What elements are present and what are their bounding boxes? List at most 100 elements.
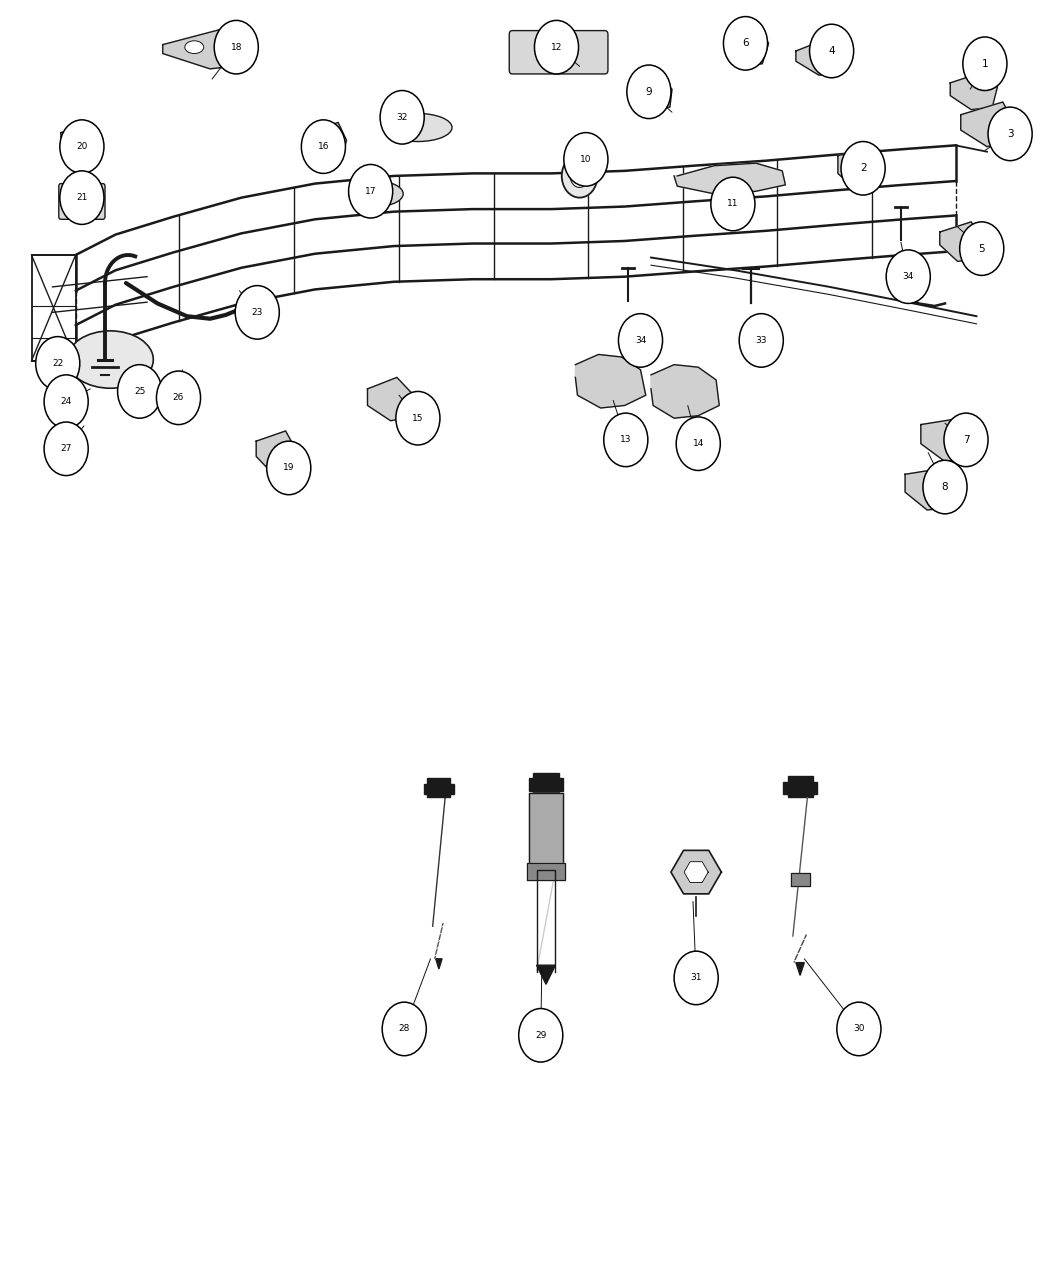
Text: 4: 4	[828, 46, 835, 56]
Text: 34: 34	[903, 272, 914, 282]
Circle shape	[60, 171, 104, 224]
Polygon shape	[788, 776, 813, 797]
Text: 25: 25	[134, 386, 145, 397]
Polygon shape	[905, 468, 956, 510]
Circle shape	[711, 177, 755, 231]
Text: 18: 18	[231, 42, 242, 52]
Polygon shape	[433, 797, 445, 927]
Circle shape	[841, 142, 885, 195]
Text: 19: 19	[284, 463, 294, 473]
Polygon shape	[537, 965, 555, 984]
Polygon shape	[838, 148, 884, 190]
Circle shape	[739, 314, 783, 367]
Polygon shape	[427, 778, 450, 797]
Text: 29: 29	[536, 1030, 546, 1040]
Ellipse shape	[384, 113, 453, 142]
Circle shape	[810, 24, 854, 78]
Polygon shape	[529, 793, 563, 870]
Circle shape	[301, 120, 345, 173]
Polygon shape	[368, 377, 414, 421]
Polygon shape	[310, 122, 347, 162]
Text: 33: 33	[756, 335, 766, 346]
Polygon shape	[256, 431, 296, 472]
Circle shape	[837, 1002, 881, 1056]
Polygon shape	[635, 74, 672, 110]
Text: 11: 11	[728, 199, 738, 209]
Ellipse shape	[185, 41, 204, 54]
Text: 24: 24	[61, 397, 71, 407]
Circle shape	[235, 286, 279, 339]
Text: 26: 26	[173, 393, 184, 403]
Text: 1: 1	[982, 59, 988, 69]
Text: 7: 7	[963, 435, 969, 445]
Polygon shape	[163, 28, 239, 69]
Circle shape	[44, 422, 88, 476]
Polygon shape	[436, 959, 442, 969]
Circle shape	[349, 164, 393, 218]
Text: 16: 16	[318, 142, 329, 152]
Circle shape	[67, 196, 76, 207]
Circle shape	[60, 120, 104, 173]
Text: 10: 10	[581, 154, 591, 164]
Polygon shape	[794, 935, 806, 963]
Circle shape	[267, 441, 311, 495]
Polygon shape	[435, 923, 443, 959]
Text: 2: 2	[860, 163, 866, 173]
Circle shape	[156, 371, 201, 425]
FancyBboxPatch shape	[59, 184, 105, 219]
Text: 22: 22	[52, 358, 63, 368]
Text: 15: 15	[413, 413, 423, 423]
Polygon shape	[728, 28, 769, 66]
Polygon shape	[940, 222, 982, 261]
Circle shape	[36, 337, 80, 390]
Text: 9: 9	[646, 87, 652, 97]
Circle shape	[382, 1002, 426, 1056]
Circle shape	[618, 314, 663, 367]
Polygon shape	[529, 778, 563, 790]
Circle shape	[627, 65, 671, 119]
Text: 14: 14	[693, 439, 704, 449]
Circle shape	[963, 37, 1007, 91]
Polygon shape	[533, 773, 559, 793]
Circle shape	[519, 1009, 563, 1062]
Polygon shape	[796, 963, 804, 975]
Circle shape	[534, 20, 579, 74]
Text: 13: 13	[621, 435, 631, 445]
Circle shape	[396, 391, 440, 445]
Circle shape	[380, 91, 424, 144]
Text: 21: 21	[77, 193, 87, 203]
Text: 34: 34	[635, 335, 646, 346]
Polygon shape	[961, 102, 1013, 147]
Polygon shape	[671, 850, 721, 894]
Polygon shape	[684, 862, 709, 882]
Text: 20: 20	[77, 142, 87, 152]
Circle shape	[118, 365, 162, 418]
Polygon shape	[921, 418, 971, 462]
Circle shape	[944, 413, 988, 467]
Polygon shape	[537, 870, 555, 972]
Circle shape	[923, 460, 967, 514]
Text: 27: 27	[61, 444, 71, 454]
Circle shape	[988, 107, 1032, 161]
Polygon shape	[575, 354, 646, 408]
Polygon shape	[783, 782, 817, 794]
Polygon shape	[791, 873, 810, 886]
Circle shape	[562, 154, 597, 198]
Circle shape	[723, 17, 768, 70]
Text: 23: 23	[252, 307, 262, 317]
Circle shape	[886, 250, 930, 303]
Circle shape	[214, 20, 258, 74]
Circle shape	[674, 951, 718, 1005]
Text: 32: 32	[397, 112, 407, 122]
Polygon shape	[61, 124, 103, 161]
Circle shape	[44, 375, 88, 428]
Ellipse shape	[349, 181, 403, 207]
Polygon shape	[793, 797, 807, 937]
Text: 17: 17	[365, 186, 376, 196]
Polygon shape	[424, 784, 454, 794]
Ellipse shape	[67, 332, 153, 389]
Text: 8: 8	[942, 482, 948, 492]
Circle shape	[676, 417, 720, 470]
Text: 6: 6	[742, 38, 749, 48]
Text: 5: 5	[979, 244, 985, 254]
